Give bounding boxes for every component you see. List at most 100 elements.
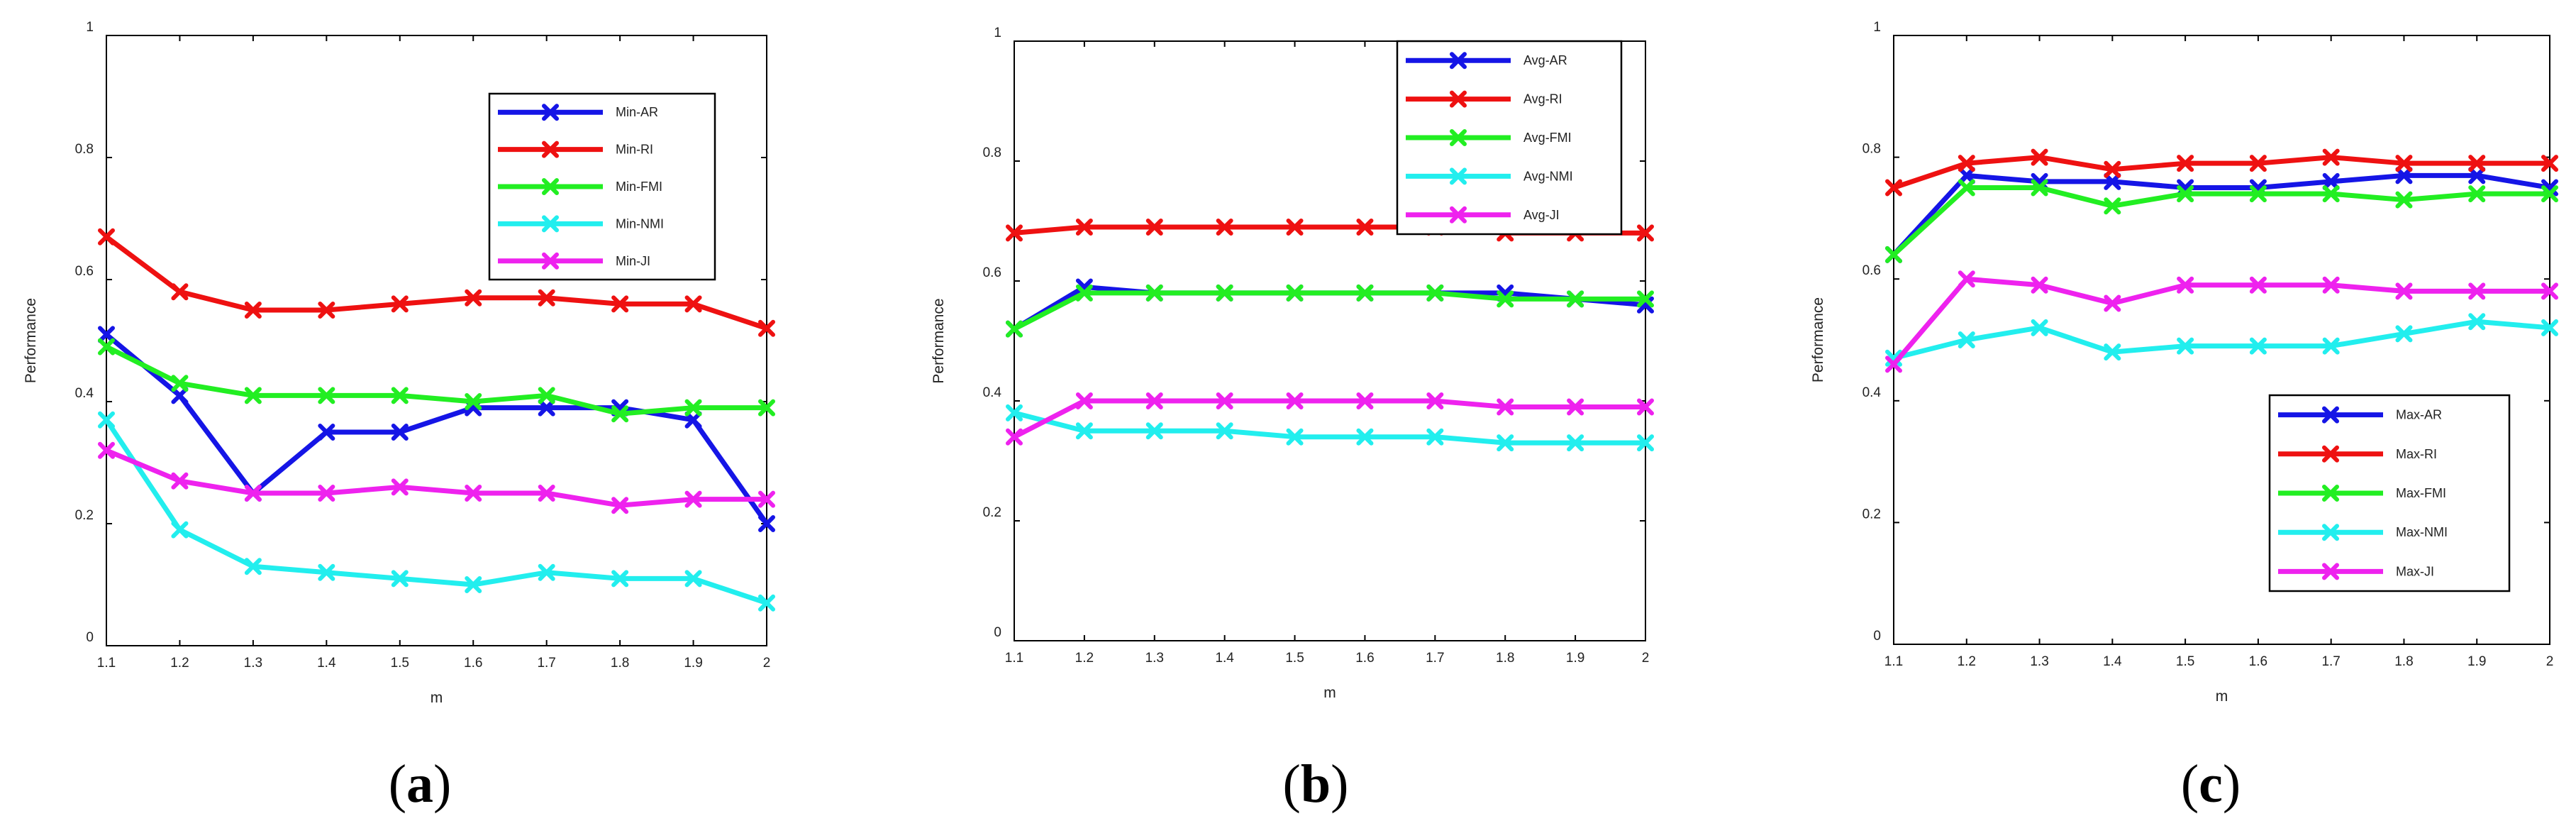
x-tick-label: 1.4 xyxy=(1215,651,1234,666)
data-point xyxy=(1958,270,1975,288)
data-point xyxy=(2322,172,2340,190)
series-line xyxy=(1892,185,2550,257)
data-point xyxy=(318,485,335,502)
data-point xyxy=(171,283,189,301)
data-point xyxy=(1958,167,1975,184)
series-line xyxy=(104,332,769,526)
data-point xyxy=(2541,319,2558,336)
data-point xyxy=(318,563,335,581)
x-tick-label: 1.3 xyxy=(244,656,262,671)
plot-frame xyxy=(1893,35,2550,645)
y-tick-label: 0.8 xyxy=(75,142,94,157)
y-tick-label: 0.8 xyxy=(983,145,1001,160)
y-axis-label: Performance xyxy=(1810,297,1826,382)
data-point xyxy=(1216,284,1233,302)
data-point xyxy=(244,302,262,319)
data-point xyxy=(1426,284,1444,302)
data-point xyxy=(2104,343,2121,361)
data-point xyxy=(684,570,702,588)
data-point xyxy=(1286,392,1304,409)
data-point xyxy=(244,387,262,404)
data-point xyxy=(391,387,409,404)
legend-marker xyxy=(1450,206,1467,224)
data-point xyxy=(318,424,335,441)
legend-marker xyxy=(1450,167,1467,185)
data-point xyxy=(391,570,409,588)
y-tick-label: 0.4 xyxy=(75,386,94,401)
x-tick-label: 1.7 xyxy=(2321,654,2340,669)
y-tick-label: 0.6 xyxy=(983,265,1001,280)
y-tick-label: 1 xyxy=(86,20,94,35)
data-point xyxy=(2249,276,2267,294)
data-point xyxy=(1567,398,1584,416)
legend-marker xyxy=(542,104,559,121)
data-point xyxy=(2322,337,2340,355)
data-point xyxy=(2177,276,2194,294)
x-tick-label: 1.7 xyxy=(1426,651,1444,666)
data-point xyxy=(2177,337,2194,355)
data-point xyxy=(1356,218,1374,236)
y-tick-label: 0 xyxy=(86,630,94,645)
y-tick-label: 0.4 xyxy=(983,385,1002,400)
legend-label: Min-JI xyxy=(616,254,650,268)
x-tick-label: 1.8 xyxy=(611,656,629,671)
legend-label: Max-AR xyxy=(2396,408,2442,422)
x-tick-label: 1.6 xyxy=(2249,654,2267,669)
data-point xyxy=(538,289,555,307)
data-point xyxy=(1216,422,1233,440)
x-tick-label: 1.7 xyxy=(537,656,555,671)
series-Min-RI xyxy=(98,228,775,337)
y-tick-label: 0.4 xyxy=(1862,385,1882,400)
data-point xyxy=(1567,290,1584,308)
legend-label: Min-RI xyxy=(616,143,653,157)
y-tick-label: 0.6 xyxy=(75,264,94,279)
data-point xyxy=(2468,155,2486,172)
data-point xyxy=(758,490,775,508)
data-point xyxy=(1497,290,1514,308)
data-point xyxy=(1885,355,1902,373)
data-point xyxy=(758,515,775,532)
panel-label-b: (b) xyxy=(1282,754,1349,814)
legend-label: Max-RI xyxy=(2396,447,2437,461)
chart-panel-a: 1.1 1.2 1.3 1.4 1.5 1.6 1.7 1.8 1.9 2 0 0.2 0.4 0.6 0.… xyxy=(23,20,775,706)
x-tick-label: 1.4 xyxy=(317,656,336,671)
legend-marker xyxy=(2322,563,2339,580)
x-tick-label: 1.5 xyxy=(391,656,409,671)
data-point xyxy=(171,472,189,490)
y-tick-label: 1 xyxy=(1873,20,1881,35)
data-point xyxy=(684,411,702,429)
data-point xyxy=(1145,422,1163,440)
x-tick-label: 2 xyxy=(763,656,771,671)
data-point xyxy=(1958,331,1975,348)
data-point xyxy=(171,375,189,392)
series-Avg-AR xyxy=(1006,278,1654,338)
data-point xyxy=(1426,392,1444,409)
legend-label: Avg-JI xyxy=(1523,208,1560,222)
data-point xyxy=(2249,185,2267,203)
x-tick-label: 1.3 xyxy=(1145,651,1164,666)
data-point xyxy=(1637,224,1654,242)
series-Avg-NMI xyxy=(1006,404,1654,452)
data-point xyxy=(1286,284,1304,302)
data-point xyxy=(98,338,115,355)
x-tick-label: 2 xyxy=(2546,654,2554,669)
data-point xyxy=(538,399,555,417)
data-point xyxy=(2177,185,2194,203)
data-point xyxy=(684,490,702,508)
data-point xyxy=(465,289,482,307)
data-point xyxy=(684,295,702,313)
panel-label-c: (c) xyxy=(2180,754,2241,814)
legend-marker xyxy=(1450,90,1467,108)
series-Avg-JI xyxy=(1006,392,1654,446)
series-Max-FMI xyxy=(1885,179,2558,263)
data-point xyxy=(2104,160,2121,178)
legend-marker xyxy=(1450,52,1467,70)
series-line xyxy=(1014,410,1645,446)
data-point xyxy=(611,497,629,514)
data-point xyxy=(538,485,555,502)
legend-label: Max-JI xyxy=(2396,564,2434,578)
data-point xyxy=(538,387,555,404)
legend-marker xyxy=(2322,524,2339,541)
x-tick-label: 1.5 xyxy=(1285,651,1304,666)
legend-marker xyxy=(542,140,559,158)
